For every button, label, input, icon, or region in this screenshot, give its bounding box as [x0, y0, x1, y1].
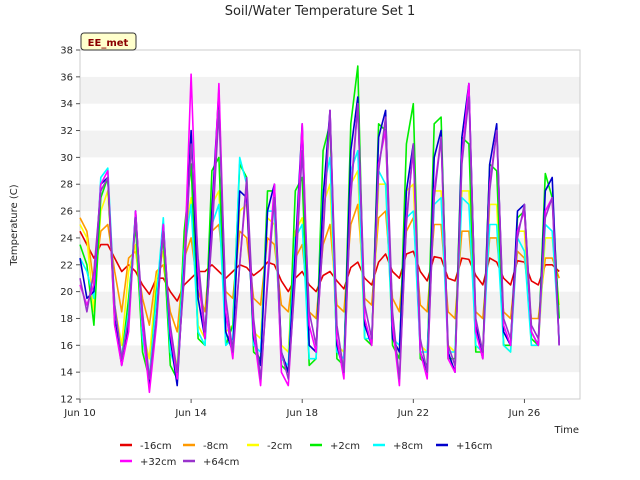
- legend-label: +8cm: [393, 441, 423, 452]
- legend-item: +2cm: [310, 441, 360, 452]
- legend: -16cm -8cm -2cm +2cm +8cm +16cm +32cm +64cm: [120, 441, 492, 468]
- y-axis-ticks: 12 14 16 18 20 22 24 26 28 30 32 34 36 38: [60, 46, 80, 406]
- x-tick-label: Jun 14: [174, 408, 207, 419]
- y-tick-label: 18: [60, 314, 73, 325]
- series-line-64cm: [79, 96, 560, 380]
- x-tick-label: Jun 18: [285, 408, 318, 419]
- grid-band: [80, 291, 580, 319]
- legend-item: +32cm: [120, 457, 176, 468]
- legend-item: +8cm: [373, 441, 423, 452]
- y-tick-label: 32: [60, 126, 73, 137]
- legend-item: -16cm: [120, 441, 172, 452]
- legend-label: +32cm: [140, 457, 176, 468]
- legend-label: +64cm: [203, 457, 239, 468]
- legend-item: -8cm: [183, 441, 228, 452]
- y-tick-label: 36: [60, 72, 73, 83]
- legend-label: -2cm: [267, 441, 292, 452]
- legend-item: -2cm: [247, 441, 292, 452]
- site-badge: EE_met: [80, 32, 137, 51]
- y-axis-label: Temperature (C): [9, 184, 20, 266]
- y-tick-label: 26: [60, 207, 73, 218]
- legend-label: -16cm: [140, 441, 172, 452]
- grid-band: [80, 345, 580, 373]
- y-tick-label: 30: [60, 153, 73, 164]
- y-tick-label: 16: [60, 341, 73, 352]
- badge-box: [80, 32, 137, 51]
- y-tick-label: 34: [60, 99, 73, 110]
- x-tick-label: Jun 26: [508, 408, 541, 419]
- grid-band: [80, 318, 580, 346]
- legend-label: -8cm: [203, 441, 228, 452]
- grid-band: [80, 76, 580, 104]
- series-layer: [79, 65, 560, 394]
- x-axis-ticks: Jun 10 Jun 14 Jun 18 Jun 22 Jun 26: [63, 399, 540, 419]
- legend-label: +2cm: [330, 441, 360, 452]
- y-tick-label: 24: [60, 233, 73, 244]
- y-tick-label: 38: [60, 46, 73, 57]
- badge-label: EE_met: [88, 38, 129, 49]
- legend-item: +64cm: [183, 457, 239, 468]
- x-tick-label: Jun 22: [397, 408, 430, 419]
- x-tick-label: Jun 10: [63, 408, 96, 419]
- grid-band: [80, 50, 580, 77]
- grid-band: [80, 237, 580, 265]
- y-tick-label: 20: [60, 287, 73, 298]
- chart-title: Soil/Water Temperature Set 1: [225, 4, 416, 19]
- y-tick-label: 22: [60, 260, 73, 271]
- legend-label: +16cm: [456, 441, 492, 452]
- x-axis-label: Time: [554, 425, 579, 436]
- legend-item: +16cm: [436, 441, 492, 452]
- y-tick-label: 12: [60, 395, 73, 406]
- y-tick-label: 28: [60, 180, 73, 191]
- grid-band: [80, 372, 580, 399]
- y-tick-label: 14: [60, 368, 73, 379]
